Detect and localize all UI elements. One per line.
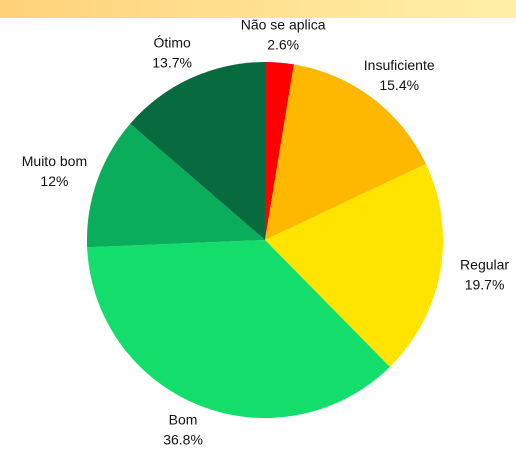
pie-slice bbox=[265, 64, 426, 240]
header-band bbox=[0, 0, 516, 18]
slice-value-label: 15.4% bbox=[379, 77, 419, 93]
slice-label: Ótimo bbox=[153, 34, 191, 50]
slice-value-label: 2.6% bbox=[267, 36, 299, 52]
slice-label: Insuficiente bbox=[364, 57, 435, 73]
slice-value-label: 13.7% bbox=[152, 54, 192, 70]
pie-slice bbox=[265, 163, 443, 367]
slice-value-label: 12% bbox=[40, 173, 68, 189]
pie-slice bbox=[130, 62, 265, 240]
slice-label: Bom bbox=[169, 411, 198, 427]
slice-label: Regular bbox=[460, 257, 509, 273]
slice-value-label: 19.7% bbox=[465, 277, 505, 293]
pie-slice bbox=[87, 123, 265, 248]
slice-label: Não se aplica bbox=[241, 16, 326, 32]
pie-slice bbox=[265, 62, 294, 240]
slice-label: Muito bom bbox=[22, 153, 87, 169]
pie-slice bbox=[87, 240, 390, 418]
slice-value-label: 36.8% bbox=[163, 431, 203, 447]
